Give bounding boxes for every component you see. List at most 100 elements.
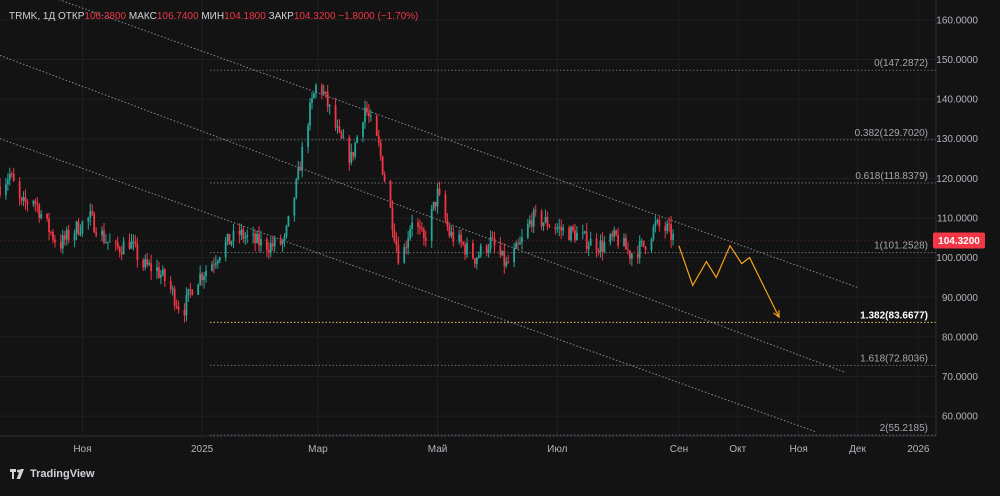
candle-body xyxy=(462,242,464,245)
candle-body xyxy=(424,237,427,241)
candle-body xyxy=(556,227,559,230)
candle-body xyxy=(103,230,105,243)
candle-body xyxy=(230,241,233,245)
candle-body xyxy=(352,151,355,157)
candle-body xyxy=(279,237,282,245)
candle-body xyxy=(265,239,268,250)
fib-level-label: 1(101.2528) xyxy=(874,241,928,252)
candle-body xyxy=(197,284,200,295)
candle-body xyxy=(477,255,480,258)
candle-body xyxy=(203,276,205,281)
fib-level-label: 1.618(72.8036) xyxy=(860,353,928,364)
candle-body xyxy=(599,240,602,252)
candle-body xyxy=(116,242,119,248)
candle-body xyxy=(485,245,488,253)
candle-body xyxy=(36,203,39,206)
candle-body xyxy=(26,202,29,205)
candle-body xyxy=(307,125,309,148)
candle-body xyxy=(501,250,504,256)
candle-body xyxy=(640,240,643,242)
candle-body xyxy=(585,231,588,249)
candle-body xyxy=(38,205,41,218)
time-axis-label: Июл xyxy=(547,444,567,455)
candle-body xyxy=(120,252,123,255)
candle-body xyxy=(491,237,494,239)
candle-body xyxy=(122,241,125,255)
candle-body xyxy=(260,239,262,246)
candle-body xyxy=(430,208,433,241)
candle-body xyxy=(572,226,574,231)
close-value: 104.3200 xyxy=(293,11,336,22)
candle-body xyxy=(201,273,204,281)
candle-body xyxy=(369,115,372,117)
candle-body xyxy=(163,269,166,282)
candle-body xyxy=(652,226,655,240)
candle-body xyxy=(136,243,139,260)
candle-body xyxy=(460,234,463,243)
candle-body xyxy=(258,233,260,246)
candle-body xyxy=(417,222,419,227)
candle-body xyxy=(576,232,578,241)
price-axis-label: 120.0000 xyxy=(936,174,978,185)
price-axis-label: 80.0000 xyxy=(942,332,979,343)
candle-body xyxy=(130,241,133,249)
candle-body xyxy=(350,151,353,163)
candle-body xyxy=(24,197,27,203)
candle-body xyxy=(654,222,657,227)
candle-body xyxy=(95,232,98,236)
candle-body xyxy=(89,211,92,218)
open-label: ОТКР xyxy=(58,11,85,22)
candle-body xyxy=(389,180,392,208)
candle-body xyxy=(12,174,15,182)
candle-body xyxy=(534,210,537,212)
candle-body xyxy=(642,240,645,247)
candle-body xyxy=(281,240,284,245)
price-axis-label: 90.0000 xyxy=(942,293,979,304)
ohlc-legend: TRMK, 1Д ОТКР106.3800 МАКС106.7400 МИН10… xyxy=(9,11,418,22)
candle-body xyxy=(364,107,366,123)
candle-body xyxy=(601,240,604,252)
candle-body xyxy=(532,210,535,227)
candle-body xyxy=(160,274,162,278)
candle-body xyxy=(513,248,516,263)
candle-body xyxy=(540,211,543,227)
candle-body xyxy=(420,228,423,230)
candle-body xyxy=(452,231,455,242)
candle-body xyxy=(517,243,519,245)
candle-body xyxy=(285,225,288,237)
fib-level-label: 0.618(118.8379) xyxy=(855,171,928,182)
price-axis-label: 100.0000 xyxy=(936,253,978,264)
candle-body xyxy=(664,226,667,231)
candle-body xyxy=(530,220,533,227)
time-axis-label: Окт xyxy=(729,444,746,455)
candle-body xyxy=(309,102,311,126)
candle-body xyxy=(299,167,302,171)
candle-body xyxy=(132,241,135,243)
tradingview-brand[interactable]: TradingView xyxy=(10,468,95,480)
candle-body xyxy=(432,201,435,209)
low-label: МИН xyxy=(201,11,225,22)
candle-body xyxy=(603,242,606,252)
candle-body xyxy=(326,91,329,107)
candle-body xyxy=(128,241,131,249)
candle-body xyxy=(628,250,631,259)
candle-body xyxy=(324,91,327,93)
candle-body xyxy=(32,201,35,205)
candle-body xyxy=(254,233,256,243)
candle-body xyxy=(295,179,298,198)
tradingview-logo-icon xyxy=(10,469,24,479)
candle-body xyxy=(630,253,633,259)
candle-body xyxy=(515,243,517,249)
candle-body xyxy=(658,220,661,227)
candle-body xyxy=(568,227,570,241)
candle-body xyxy=(362,122,364,137)
candle-body xyxy=(411,222,413,230)
candle-body xyxy=(6,179,9,185)
symbol-label[interactable]: TRMK, 1Д xyxy=(9,11,56,22)
candle-body xyxy=(623,238,625,246)
candle-body xyxy=(173,288,176,306)
candle-body xyxy=(656,220,659,223)
change-value: −1.8000 (−1.70%) xyxy=(338,11,419,22)
